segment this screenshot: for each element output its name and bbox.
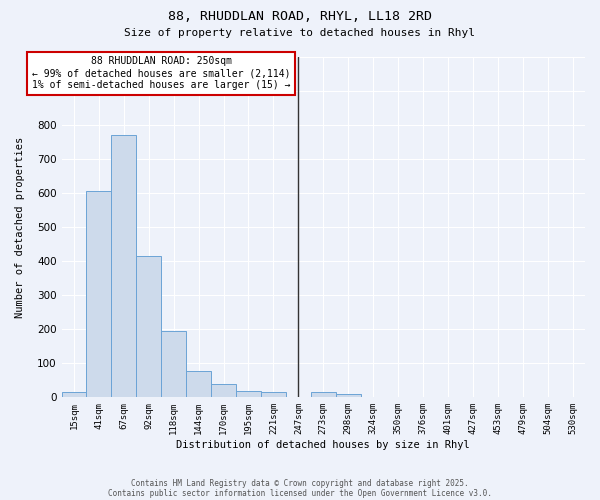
- Text: 88, RHUDDLAN ROAD, RHYL, LL18 2RD: 88, RHUDDLAN ROAD, RHYL, LL18 2RD: [168, 10, 432, 23]
- Bar: [186, 370, 211, 398]
- Text: Contains HM Land Registry data © Crown copyright and database right 2025.: Contains HM Land Registry data © Crown c…: [131, 478, 469, 488]
- Text: Size of property relative to detached houses in Rhyl: Size of property relative to detached ho…: [125, 28, 476, 38]
- Y-axis label: Number of detached properties: Number of detached properties: [15, 136, 25, 318]
- Bar: [86, 191, 112, 398]
- Bar: [336, 394, 361, 398]
- Bar: [211, 384, 236, 398]
- Text: Contains public sector information licensed under the Open Government Licence v3: Contains public sector information licen…: [108, 488, 492, 498]
- Bar: [62, 392, 86, 398]
- Bar: [311, 392, 336, 398]
- Bar: [136, 256, 161, 398]
- X-axis label: Distribution of detached houses by size in Rhyl: Distribution of detached houses by size …: [176, 440, 470, 450]
- Text: 88 RHUDDLAN ROAD: 250sqm
← 99% of detached houses are smaller (2,114)
1% of semi: 88 RHUDDLAN ROAD: 250sqm ← 99% of detach…: [32, 56, 290, 90]
- Bar: [112, 135, 136, 398]
- Bar: [261, 392, 286, 398]
- Bar: [236, 391, 261, 398]
- Bar: [161, 331, 186, 398]
